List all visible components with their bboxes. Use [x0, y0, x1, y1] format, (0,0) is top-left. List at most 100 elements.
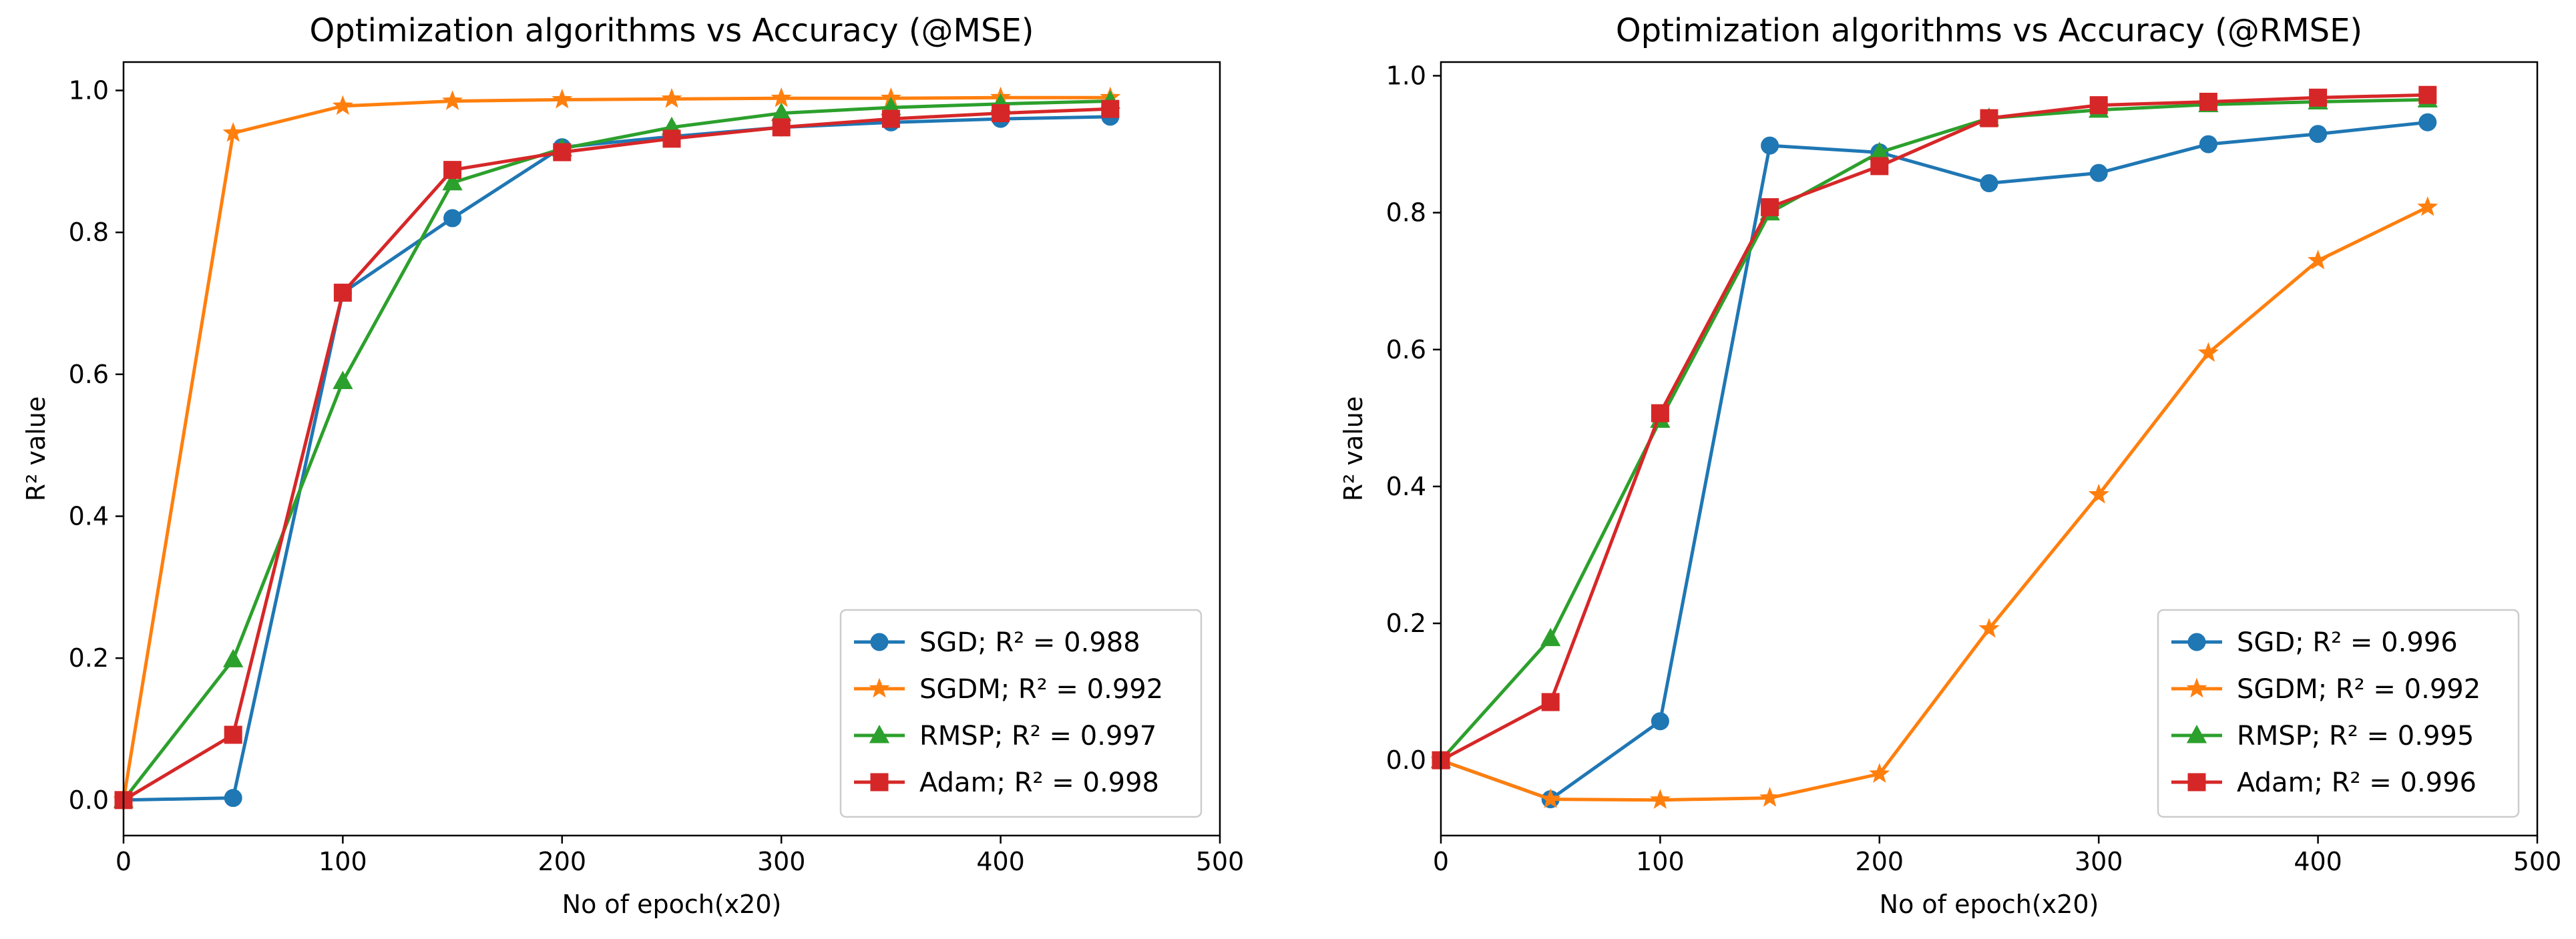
data-point-rmsp — [223, 649, 244, 667]
x-tick-label: 500 — [1196, 847, 1245, 876]
y-tick-label: 0.0 — [1386, 745, 1426, 775]
data-point-sgd — [2309, 125, 2328, 143]
x-tick-label: 300 — [2075, 847, 2123, 876]
x-tick-label: 400 — [2294, 847, 2342, 876]
data-point-sgdm — [771, 87, 792, 107]
legend-marker — [870, 633, 889, 651]
y-axis-label: R² value — [21, 396, 51, 502]
legend-label: SGD; R² = 0.996 — [2237, 627, 2458, 658]
legend-box — [2157, 609, 2520, 818]
x-tick-label: 100 — [1636, 847, 1685, 876]
data-point-sgdm — [2088, 483, 2109, 504]
legend-item-sgdm: SGDM; R² = 0.992 — [2171, 674, 2481, 705]
data-point-sgd — [2418, 113, 2437, 131]
data-point-rmsp — [333, 370, 353, 390]
data-point-sgdm — [222, 121, 244, 142]
x-tick-label: 0 — [1433, 847, 1449, 876]
series-line-sgd — [1440, 120, 2428, 802]
legend-box — [839, 609, 1203, 818]
series-line-adam — [122, 107, 1110, 802]
legend-item-rmsp: RMSP; R² = 0.995 — [2171, 721, 2474, 751]
y-axis-label: R² value — [1339, 396, 1368, 502]
legend-marker — [869, 677, 890, 698]
x-axis-label: No of epoch(x20) — [1880, 890, 2099, 919]
chart-title: Optimization algorithms vs Accuracy (@RM… — [1616, 12, 2362, 49]
series-line-rmsp — [1440, 97, 2428, 761]
y-tick-label: 0.2 — [69, 643, 109, 673]
data-point-adam — [2199, 92, 2217, 111]
data-point-adam — [224, 725, 242, 744]
data-point-adam — [1541, 693, 1560, 711]
data-point-sgd — [2199, 135, 2217, 153]
data-point-adam — [2089, 96, 2108, 115]
y-tick-label: 0.4 — [1386, 472, 1426, 501]
data-point-sgdm — [1759, 787, 1781, 807]
y-tick-label: 0.8 — [1386, 198, 1426, 228]
x-tick-label: 300 — [757, 847, 806, 876]
data-point-sgd — [2089, 164, 2108, 182]
data-point-adam — [1870, 157, 1889, 176]
legend-marker — [870, 773, 889, 792]
data-point-adam — [992, 104, 1010, 123]
data-point-sgdm — [661, 87, 682, 108]
y-tick-label: 0.8 — [69, 218, 109, 247]
data-point-sgdm — [1978, 617, 2000, 638]
data-point-adam — [772, 118, 791, 137]
data-point-sgdm — [2417, 196, 2438, 216]
data-point-sgd — [1980, 174, 1998, 193]
x-tick-label: 400 — [976, 847, 1025, 876]
x-tick-label: 500 — [2513, 847, 2562, 876]
y-tick-label: 0.6 — [1386, 335, 1426, 364]
plot-frame — [1440, 61, 2539, 837]
legend-label: SGDM; R² = 0.992 — [2237, 674, 2481, 705]
data-point-sgdm — [2308, 250, 2329, 270]
series-sgdm — [1430, 196, 2438, 809]
data-point-rmsp — [1540, 627, 1561, 647]
data-point-sgdm — [2197, 342, 2219, 362]
x-tick-label: 200 — [538, 847, 587, 876]
data-point-sgdm — [1869, 763, 1890, 783]
legend-label: RMSP; R² = 0.997 — [919, 721, 1156, 751]
data-point-adam — [662, 129, 681, 148]
y-tick-label: 0.4 — [69, 502, 109, 531]
data-point-adam — [1651, 404, 1669, 422]
y-tick-label: 1.0 — [69, 76, 109, 105]
series-line-adam — [1440, 93, 2428, 762]
x-axis-label: No of epoch(x20) — [562, 890, 782, 919]
y-tick-label: 0.6 — [69, 360, 109, 389]
data-point-sgdm — [442, 90, 463, 110]
x-tick-label: 0 — [116, 847, 132, 876]
series-line-sgdm — [122, 95, 1110, 801]
data-point-adam — [2309, 88, 2328, 107]
legend-marker — [869, 725, 890, 743]
series-line-sgd — [123, 115, 1110, 802]
data-point-sgd — [1651, 712, 1669, 731]
legend-label: Adam; R² = 0.998 — [919, 767, 1159, 798]
legend-label: SGD; R² = 0.988 — [919, 627, 1140, 658]
legend-marker — [2187, 773, 2206, 792]
plot-frame — [122, 61, 1221, 837]
data-point-rmsp — [442, 172, 463, 191]
y-tick-label: 0.2 — [1386, 609, 1426, 638]
data-point-adam — [1101, 99, 1120, 118]
data-point-sgd — [443, 209, 462, 228]
chart-mse: Optimization algorithms vs Accuracy (@MS… — [21, 12, 1244, 919]
data-point-sgdm — [1649, 789, 1671, 809]
legend-marker — [2186, 677, 2207, 698]
x-tick-label: 200 — [1856, 847, 1904, 876]
legend: SGD; R² = 0.996 SGDM; R² = 0.992 RMSP; R² … — [2157, 609, 2520, 818]
data-point-adam — [1980, 109, 1998, 127]
legend-marker — [2186, 725, 2207, 743]
y-tick-label: 1.0 — [1386, 61, 1426, 91]
data-point-sgd — [224, 789, 242, 808]
data-point-adam — [333, 284, 352, 302]
data-point-adam — [2418, 85, 2437, 104]
data-point-adam — [1761, 198, 1779, 216]
y-tick-label: 0.0 — [69, 786, 109, 815]
chart-rmse: Optimization algorithms vs Accuracy (@RM… — [1339, 12, 2561, 919]
legend-marker — [2187, 633, 2206, 651]
legend-label: Adam; R² = 0.996 — [2237, 767, 2477, 798]
legend: SGD; R² = 0.988 SGDM; R² = 0.992 RMSP; R² … — [839, 609, 1203, 818]
series-adam — [1432, 85, 2437, 769]
